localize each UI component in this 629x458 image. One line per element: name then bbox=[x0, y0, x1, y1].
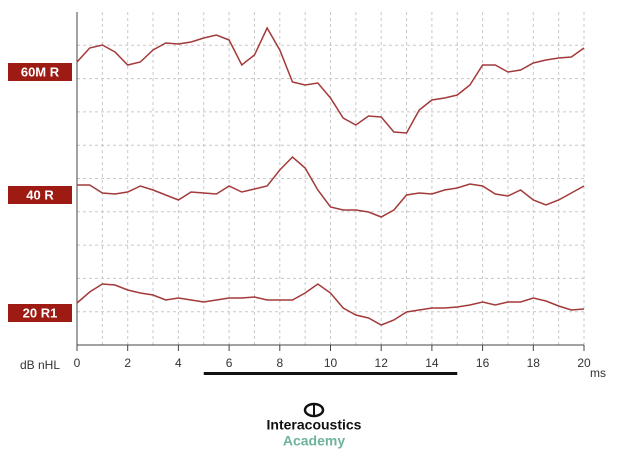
x-tick-label: 14 bbox=[425, 356, 439, 370]
logo bbox=[303, 402, 325, 418]
trace-label-box bbox=[8, 63, 72, 81]
waveform bbox=[77, 155, 585, 218]
brand-name: Interacoustics bbox=[267, 417, 362, 433]
analysis-window bbox=[203, 372, 458, 375]
x-tick-label: 6 bbox=[226, 356, 233, 370]
brand-subtitle: Academy bbox=[283, 433, 345, 449]
trace-label: 60M R bbox=[21, 64, 60, 79]
x-tick-label: 18 bbox=[527, 356, 541, 370]
x-tick-label: 20 bbox=[577, 356, 591, 370]
x-tick-label: 12 bbox=[375, 356, 389, 370]
x-tick-label: 16 bbox=[476, 356, 490, 370]
trace-label-box bbox=[8, 304, 72, 322]
x-tick-label: 8 bbox=[276, 356, 283, 370]
trace-label-box bbox=[8, 186, 72, 204]
x-tick-label: 2 bbox=[124, 356, 131, 370]
waveform bbox=[76, 283, 585, 326]
trace-label: 40 R bbox=[26, 187, 54, 202]
x-tick-label: 0 bbox=[74, 356, 81, 370]
x-tick-label: 10 bbox=[324, 356, 338, 370]
x-axis-label: ms bbox=[590, 366, 606, 380]
y-axis-label: dB nHL bbox=[20, 358, 60, 372]
trace-label: 20 R1 bbox=[23, 305, 58, 320]
x-tick-label: 4 bbox=[175, 356, 182, 370]
waveform bbox=[76, 26, 585, 134]
